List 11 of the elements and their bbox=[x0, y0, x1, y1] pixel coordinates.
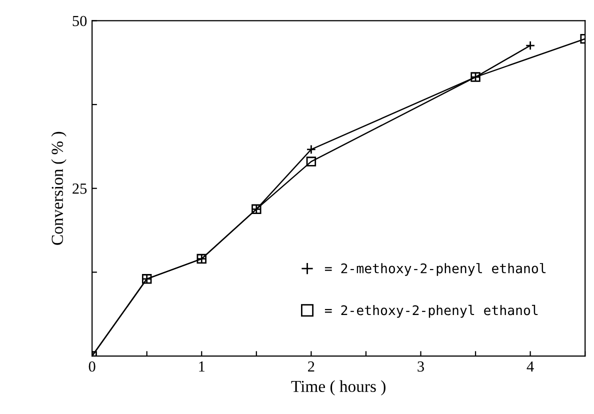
x-tick-label: 3 bbox=[418, 361, 424, 372]
x-tick-label: 0 bbox=[88, 361, 96, 372]
x-tick-label: 4 bbox=[526, 361, 534, 372]
y-axis-title: Conversion ( % ) bbox=[51, 132, 66, 245]
x-tick-label: 1 bbox=[199, 361, 205, 372]
legend-label: = 2-methoxy-2-phenyl ethanol bbox=[324, 263, 546, 276]
y-tick-label: 25 bbox=[72, 184, 87, 194]
y-tick-label: 50 bbox=[72, 16, 87, 26]
legend-label: = 2-ethoxy-2-phenyl ethanol bbox=[324, 304, 538, 318]
x-tick-label: 2 bbox=[308, 361, 314, 372]
x-axis-title: Time ( hours ) bbox=[291, 380, 386, 396]
